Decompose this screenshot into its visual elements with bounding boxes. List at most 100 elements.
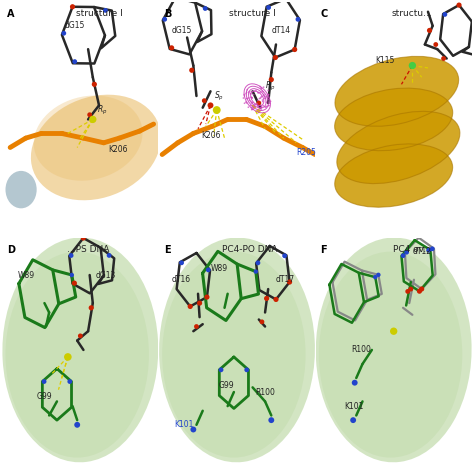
Text: E: E [164,245,170,255]
Point [399,252,407,259]
Point [240,94,247,102]
Point [247,93,255,101]
Point [186,303,194,310]
Point [71,279,78,287]
Text: C: C [320,9,328,19]
Point [374,271,382,279]
Point [248,94,255,101]
Text: R100: R100 [352,346,372,355]
Text: dG13: dG13 [96,271,116,280]
Point [243,86,251,94]
Text: K101: K101 [174,420,194,429]
Point [89,116,97,123]
Point [264,95,272,103]
Point [243,95,250,102]
Ellipse shape [2,237,158,462]
Point [257,84,265,91]
Point [245,88,253,96]
Point [258,318,266,326]
Point [64,353,72,361]
Point [243,99,250,107]
Ellipse shape [159,237,315,462]
Point [242,90,250,98]
Point [272,54,279,61]
Point [248,94,256,101]
Text: dG15: dG15 [65,21,85,30]
Point [425,246,432,254]
Point [255,95,263,102]
Point [286,278,293,286]
Point [66,378,73,385]
Point [252,87,260,94]
Text: R205: R205 [296,148,316,157]
Point [249,105,256,113]
Point [240,91,248,98]
Point [255,103,263,111]
Point [161,16,168,23]
Point [241,92,248,100]
Text: K115: K115 [375,56,394,65]
Ellipse shape [316,237,472,462]
Point [213,106,220,114]
Point [196,299,203,307]
Point [257,104,265,111]
Ellipse shape [6,171,36,209]
Point [254,102,261,110]
Point [349,416,357,424]
Point [246,90,254,98]
Text: structure I: structure I [76,9,122,18]
Point [258,85,265,92]
Point [254,89,262,96]
Point [440,55,447,63]
Point [256,104,264,111]
Point [249,99,256,106]
Point [242,98,250,106]
Text: $R_p$: $R_p$ [265,80,275,93]
Ellipse shape [34,96,143,181]
Point [201,5,209,12]
Point [265,101,273,109]
Point [407,285,415,293]
Text: K101: K101 [344,401,363,410]
Ellipse shape [162,252,306,457]
Point [261,93,268,100]
Point [71,58,79,65]
Point [67,252,75,259]
Point [252,268,260,275]
Point [172,0,179,1]
Point [73,421,81,428]
Text: W89: W89 [18,271,35,280]
Point [247,102,255,109]
Text: D: D [7,245,15,255]
Ellipse shape [6,252,149,457]
Point [426,27,433,34]
Point [190,426,197,433]
Ellipse shape [335,56,459,126]
Point [251,87,258,95]
Point [261,95,269,102]
Point [252,100,259,108]
Point [265,4,273,11]
Point [101,7,109,14]
Point [86,111,93,118]
Text: ...PS DNA: ...PS DNA [67,245,109,254]
Point [281,252,289,260]
Text: $R_p$: $R_p$ [98,103,108,117]
Point [255,99,263,107]
Point [201,97,208,104]
Ellipse shape [31,95,161,201]
Point [248,106,255,113]
Point [259,96,266,104]
Point [76,332,84,340]
Point [204,266,212,273]
Point [265,102,273,109]
Point [418,285,426,293]
Text: A: A [7,9,15,19]
Point [263,93,270,100]
Point [69,3,76,10]
Point [203,293,211,301]
Point [246,90,254,98]
Text: $S_p$: $S_p$ [214,90,224,102]
Point [428,245,436,253]
Point [257,93,265,101]
